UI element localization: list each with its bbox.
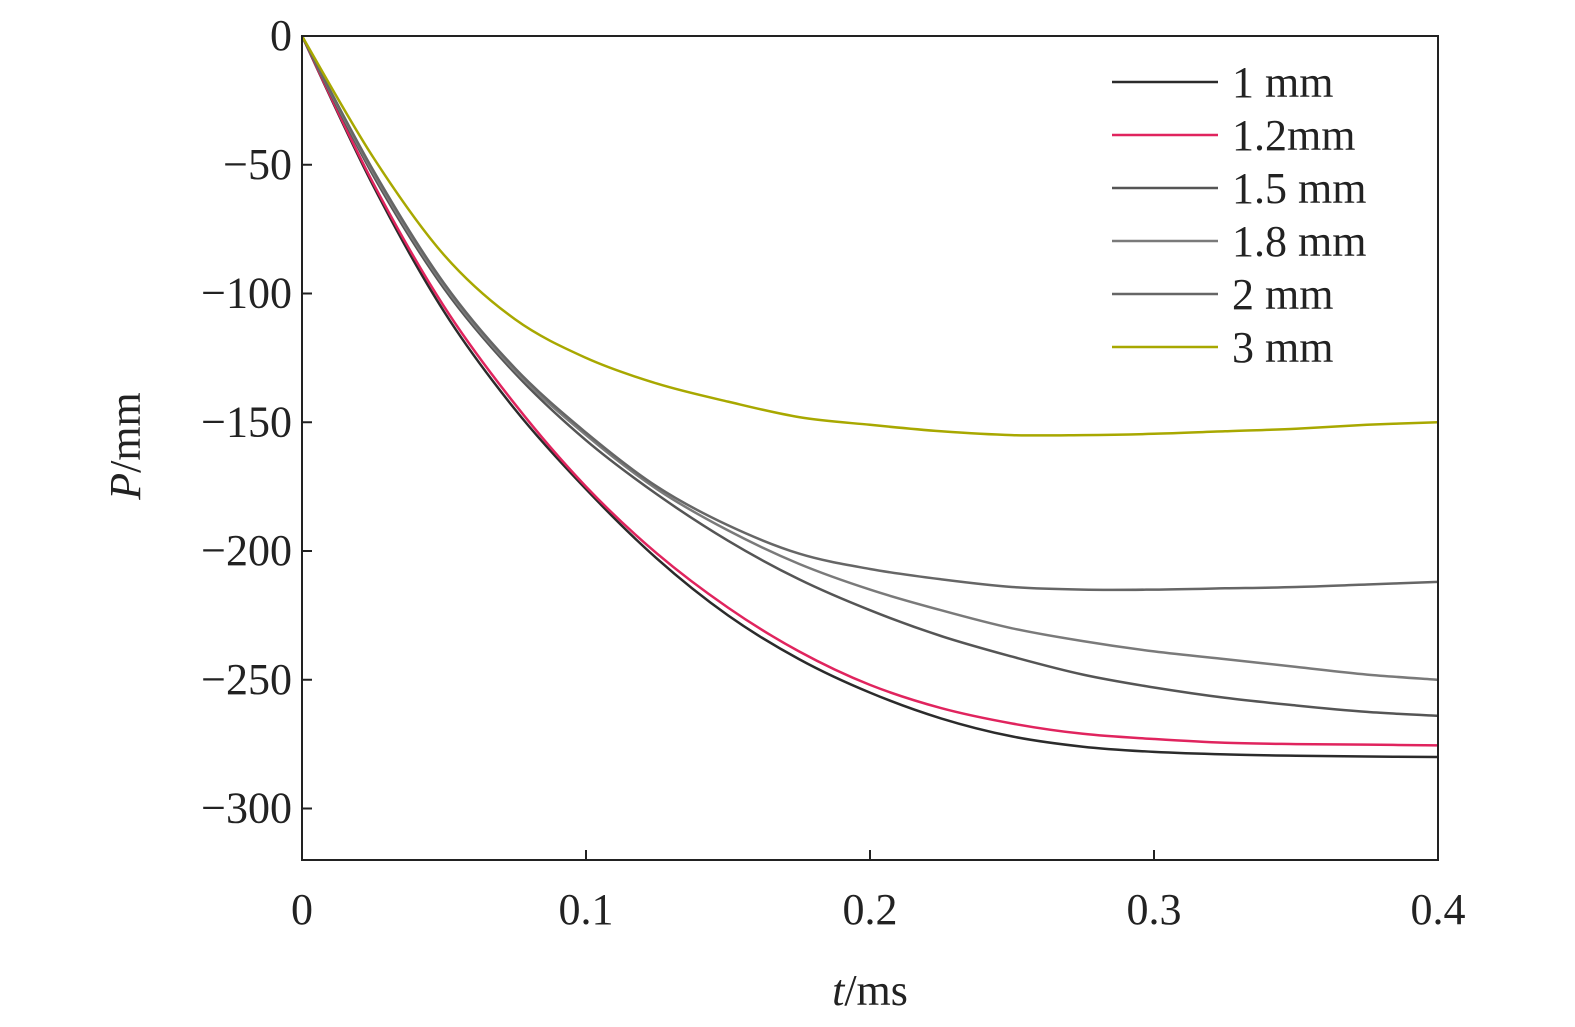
y-tick-label: −50 [223, 140, 292, 189]
plot-frame [301, 35, 1439, 861]
series-line-6 [300, 35, 1439, 437]
series-line-2 [300, 35, 1439, 747]
y-axis-variable: P [101, 473, 150, 501]
y-axis-label: P/mm [101, 392, 150, 501]
x-tick-label: 0.4 [1411, 885, 1466, 934]
y-tick-label: −100 [201, 269, 292, 318]
legend-label: 1.5 mm [1232, 164, 1366, 213]
legend-label: 1 mm [1232, 58, 1333, 107]
x-axis-unit: /ms [844, 966, 908, 1015]
x-tick-label: 0.1 [559, 885, 614, 934]
y-tick-label: 0 [270, 11, 292, 60]
legend-label: 2 mm [1232, 270, 1333, 319]
series-line-5 [300, 35, 1439, 592]
legend-label: 3 mm [1232, 323, 1333, 372]
series-line-1 [300, 35, 1439, 759]
x-axis-label: t/ms [832, 966, 908, 1015]
y-tick-label: −250 [201, 655, 292, 704]
y-tick-label: −300 [201, 784, 292, 833]
legend-label: 1.8 mm [1232, 217, 1366, 266]
x-axis-variable: t [832, 966, 846, 1015]
series-line-4 [300, 35, 1439, 682]
series-line-3 [300, 35, 1439, 718]
y-tick-label: −150 [201, 397, 292, 446]
x-tick-label: 0 [291, 885, 313, 934]
x-tick-label: 0.2 [843, 885, 898, 934]
y-axis-unit: /mm [101, 392, 150, 473]
legend-label: 1.2mm [1232, 111, 1355, 160]
series-lines [300, 35, 1439, 759]
x-tick-label: 0.3 [1127, 885, 1182, 934]
axis-ticks: 0 0.1 0.2 0.3 0.4 0 −50 −100 −150 −200 −250 −300 [201, 11, 1465, 934]
y-tick-label: −200 [201, 526, 292, 575]
